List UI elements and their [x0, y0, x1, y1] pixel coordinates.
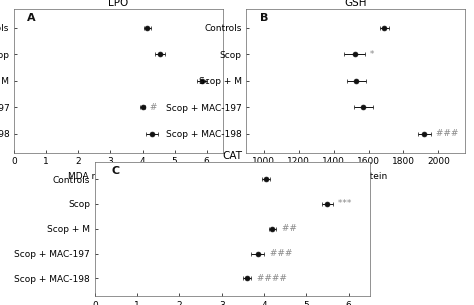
- Text: ***: ***: [335, 199, 352, 208]
- Title: CAT: CAT: [222, 151, 242, 161]
- Text: ####: ####: [254, 274, 287, 283]
- Text: C: C: [111, 166, 119, 176]
- Text: A: A: [27, 13, 36, 23]
- Title: LPO: LPO: [109, 0, 128, 8]
- X-axis label: ng/mg protein: ng/mg protein: [323, 172, 388, 181]
- Text: *: *: [367, 50, 374, 59]
- Text: B: B: [260, 13, 268, 23]
- Text: ###: ###: [433, 129, 458, 138]
- Text: ###: ###: [267, 249, 292, 258]
- Text: ##: ##: [279, 224, 296, 233]
- X-axis label: MDA nmol/ mg protein: MDA nmol/ mg protein: [68, 172, 169, 181]
- Title: GSH: GSH: [344, 0, 367, 8]
- Text: #: #: [147, 103, 157, 112]
